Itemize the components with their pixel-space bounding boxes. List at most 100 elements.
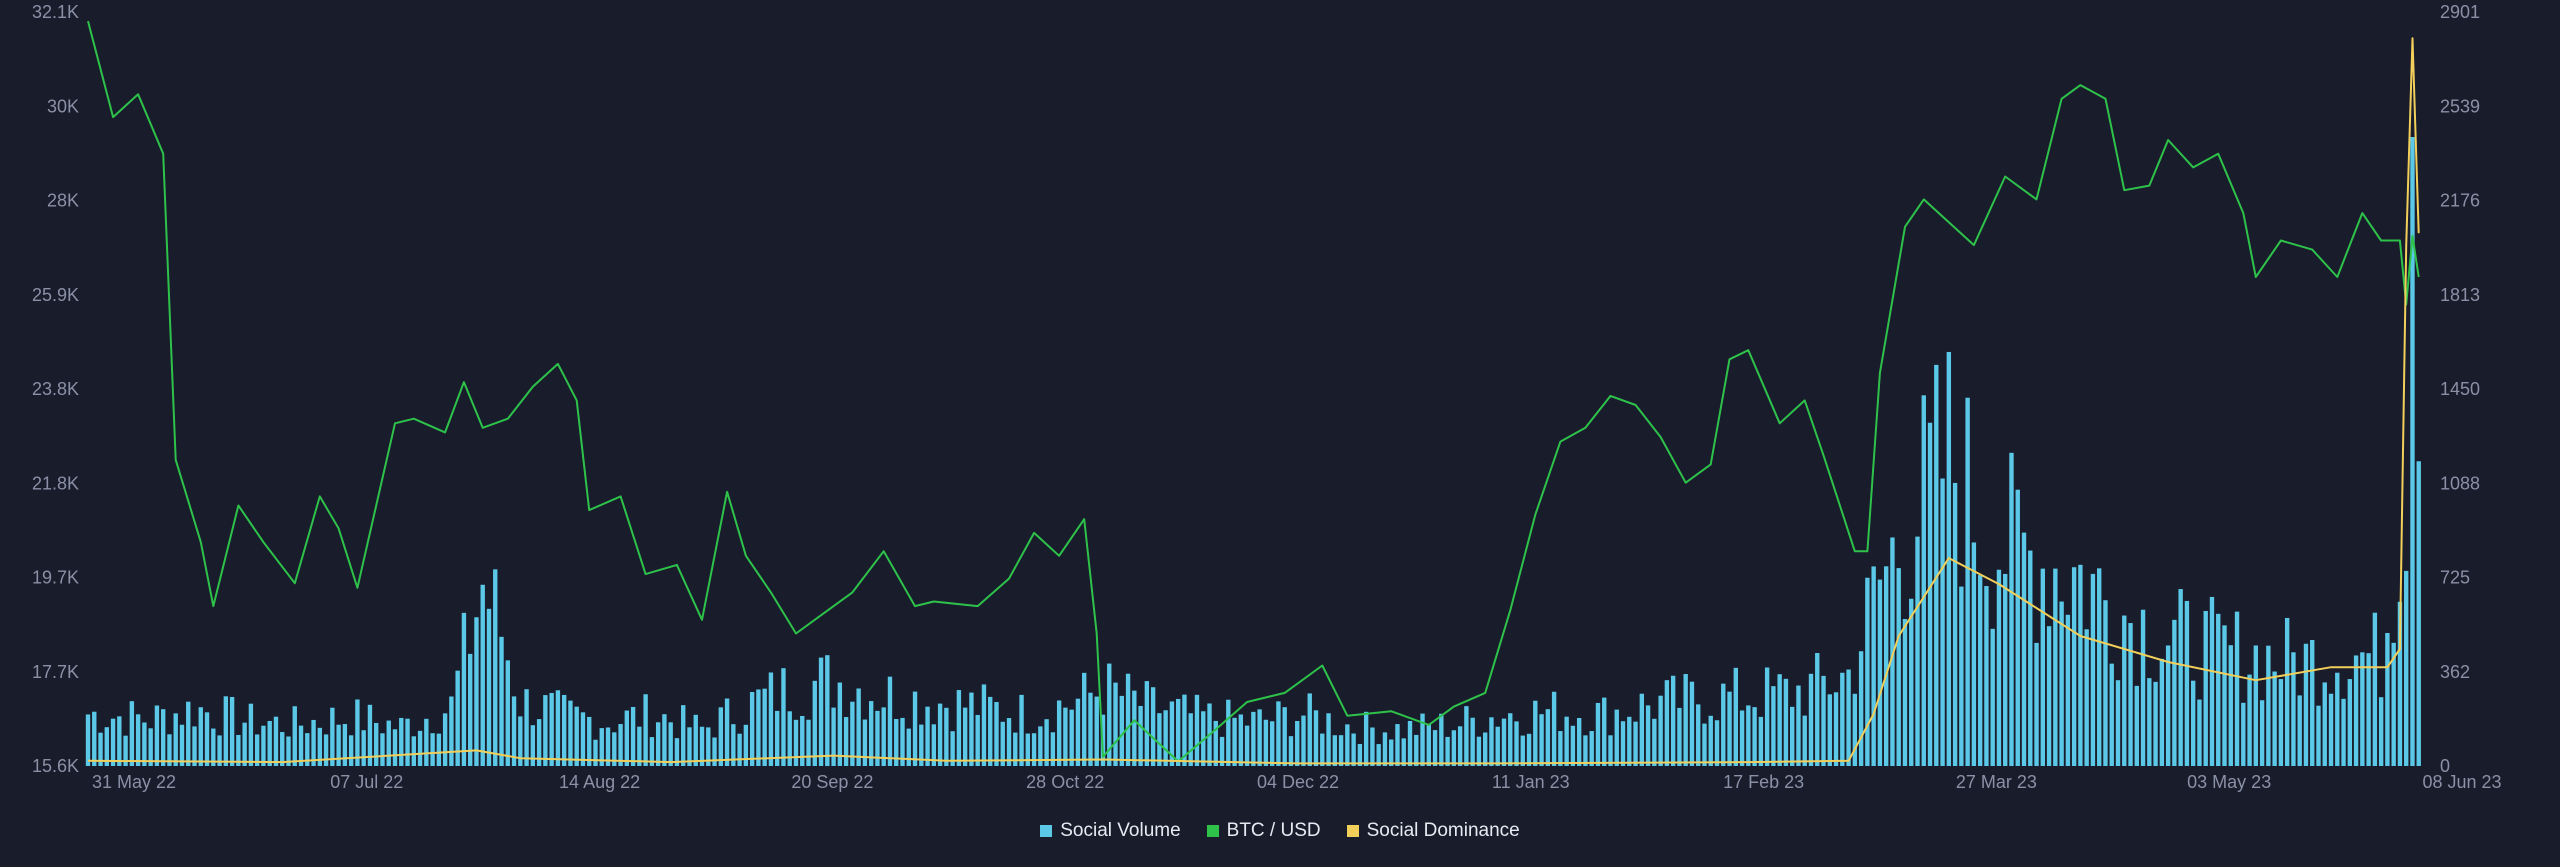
social-volume-bar[interactable]	[868, 701, 874, 766]
social-volume-bar[interactable]	[2122, 615, 2127, 766]
social-volume-bar[interactable]	[662, 714, 667, 766]
social-volume-bar[interactable]	[825, 655, 830, 766]
social-dominance-line[interactable]	[87, 37, 2420, 765]
social-volume-bar[interactable]	[430, 733, 435, 766]
social-volume-bar[interactable]	[1182, 694, 1187, 766]
social-volume-bar[interactable]	[612, 732, 617, 766]
social-volume-bar[interactable]	[1614, 709, 1619, 766]
social-volume-bar[interactable]	[1526, 733, 1532, 766]
social-volume-bar[interactable]	[1038, 726, 1043, 766]
social-volume-bar[interactable]	[374, 722, 379, 766]
social-volume-bar[interactable]	[2272, 671, 2277, 766]
social-volume-bar[interactable]	[1764, 667, 1770, 766]
social-volume-bar[interactable]	[1721, 683, 1726, 766]
social-volume-bar[interactable]	[2190, 680, 2196, 766]
social-volume-bar[interactable]	[2097, 568, 2102, 766]
social-volume-bar[interactable]	[1620, 721, 1626, 766]
social-volume-bar[interactable]	[1163, 710, 1168, 766]
social-volume-bar[interactable]	[1558, 731, 1563, 766]
social-volume-bar[interactable]	[254, 734, 260, 766]
social-volume-bar[interactable]	[1865, 577, 1870, 766]
social-volume-bar[interactable]	[2172, 619, 2177, 766]
social-volume-bar[interactable]	[2253, 645, 2259, 766]
social-volume-bar[interactable]	[2040, 568, 2046, 766]
social-volume-bar[interactable]	[1977, 575, 1983, 766]
social-volume-bar[interactable]	[1301, 715, 1306, 766]
social-volume-bar[interactable]	[1132, 690, 1137, 766]
social-volume-bar[interactable]	[1915, 536, 1920, 766]
social-volume-bar[interactable]	[1401, 738, 1406, 766]
social-volume-bar[interactable]	[424, 718, 429, 766]
social-volume-bar[interactable]	[975, 714, 980, 766]
social-volume-bar[interactable]	[768, 672, 774, 766]
social-volume-bar[interactable]	[1677, 707, 1682, 766]
social-volume-bar[interactable]	[1332, 735, 1338, 766]
social-volume-bar[interactable]	[599, 728, 604, 766]
social-volume-bar[interactable]	[2203, 610, 2208, 766]
social-volume-bar[interactable]	[712, 737, 717, 766]
social-volume-bar[interactable]	[493, 569, 498, 766]
social-volume-bar[interactable]	[1238, 714, 1244, 766]
social-volume-bar[interactable]	[518, 716, 523, 766]
social-volume-bar[interactable]	[449, 696, 454, 766]
social-volume-bar[interactable]	[731, 724, 736, 766]
social-volume-bar[interactable]	[1652, 718, 1657, 766]
social-volume-bar[interactable]	[1063, 707, 1068, 766]
social-volume-bar[interactable]	[135, 714, 141, 766]
social-volume-bar[interactable]	[1514, 721, 1519, 766]
social-volume-bar[interactable]	[1407, 720, 1413, 766]
social-volume-bar[interactable]	[1313, 710, 1319, 766]
social-volume-bar[interactable]	[442, 713, 448, 766]
social-volume-bar[interactable]	[1445, 736, 1450, 766]
social-volume-bar[interactable]	[931, 724, 937, 766]
social-volume-bar[interactable]	[837, 682, 843, 766]
social-volume-bar[interactable]	[1727, 691, 1732, 766]
social-volume-bar[interactable]	[323, 734, 329, 766]
social-volume-bar[interactable]	[1464, 706, 1469, 766]
social-volume-bar[interactable]	[2178, 589, 2183, 766]
social-volume-bar[interactable]	[1645, 705, 1651, 766]
social-volume-bar[interactable]	[988, 696, 993, 766]
social-volume-bar[interactable]	[486, 608, 492, 766]
social-volume-bar[interactable]	[1990, 628, 1995, 766]
social-volume-bar[interactable]	[894, 718, 899, 766]
social-volume-bar[interactable]	[1175, 698, 1181, 766]
social-volume-bar[interactable]	[1890, 537, 1895, 766]
social-volume-bar[interactable]	[524, 689, 529, 766]
social-volume-bar[interactable]	[1363, 711, 1369, 766]
social-volume-bar[interactable]	[543, 695, 548, 766]
social-volume-bar[interactable]	[1533, 700, 1538, 766]
social-volume-bar[interactable]	[2391, 642, 2396, 766]
social-volume-bar[interactable]	[1282, 707, 1287, 766]
social-volume-bar[interactable]	[2341, 698, 2346, 766]
social-volume-bar[interactable]	[361, 730, 366, 766]
social-volume-bar[interactable]	[160, 709, 166, 766]
social-volume-bar[interactable]	[1683, 674, 1688, 766]
social-volume-bar[interactable]	[1201, 711, 1206, 766]
social-volume-bar[interactable]	[511, 696, 517, 766]
social-volume-bar[interactable]	[123, 735, 128, 766]
social-volume-bar[interactable]	[211, 728, 216, 766]
social-volume-bar[interactable]	[179, 724, 185, 766]
social-volume-bar[interactable]	[706, 727, 711, 766]
legend-item-btc-usd[interactable]: BTC / USD	[1206, 820, 1321, 842]
social-volume-bar[interactable]	[1338, 735, 1344, 766]
social-volume-bar[interactable]	[1125, 673, 1131, 766]
social-volume-bar[interactable]	[92, 711, 97, 766]
social-volume-bar[interactable]	[474, 617, 479, 766]
social-volume-bar[interactable]	[549, 692, 554, 766]
social-volume-bar[interactable]	[1608, 735, 1613, 766]
social-volume-bar[interactable]	[2209, 596, 2215, 766]
btc-usd-line[interactable]	[87, 20, 2420, 763]
social-volume-bar[interactable]	[1288, 736, 1294, 766]
social-volume-bar[interactable]	[455, 670, 460, 766]
social-volume-bar[interactable]	[1758, 716, 1764, 766]
social-volume-bar[interactable]	[1821, 675, 1826, 766]
social-volume-bar[interactable]	[1627, 716, 1632, 766]
social-volume-bar[interactable]	[1138, 705, 1143, 766]
social-volume-bar[interactable]	[480, 584, 485, 766]
social-volume-bar[interactable]	[1871, 566, 1876, 766]
social-volume-bar[interactable]	[1307, 693, 1312, 766]
social-volume-bar[interactable]	[850, 701, 855, 766]
social-volume-bar[interactable]	[248, 703, 254, 766]
